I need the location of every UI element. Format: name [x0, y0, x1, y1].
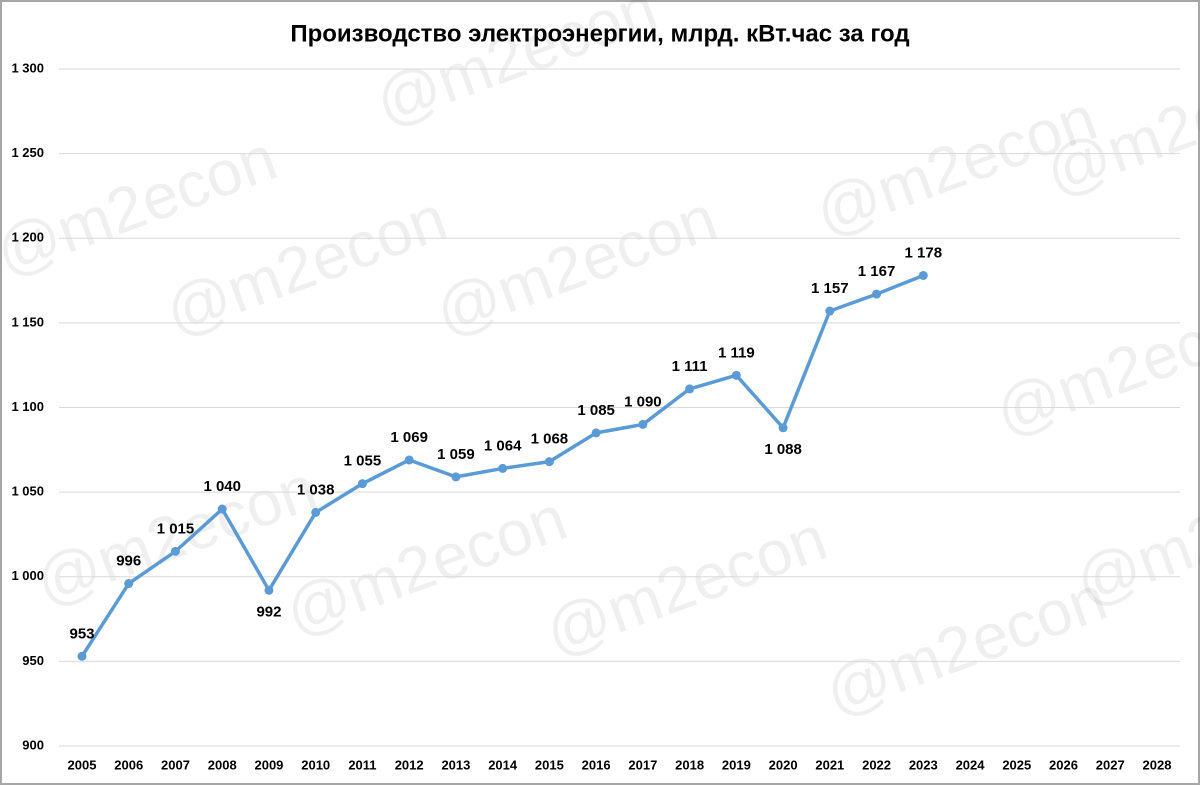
data-label: 1 119 [718, 344, 755, 361]
x-tick-label: 2021 [815, 757, 844, 772]
data-label: 1 178 [905, 244, 943, 261]
data-point [544, 457, 554, 467]
data-point [124, 579, 134, 589]
x-tick-label: 2016 [582, 757, 611, 772]
x-tick-label: 2008 [208, 757, 237, 772]
x-tick-label: 2010 [301, 757, 330, 772]
x-tick-label: 2014 [488, 757, 518, 772]
data-point [404, 455, 414, 465]
x-tick-label: 2013 [441, 757, 470, 772]
data-point [638, 419, 648, 429]
y-tick-label: 1 150 [11, 314, 44, 329]
data-point [685, 384, 695, 394]
data-label: 996 [116, 552, 141, 569]
y-tick-label: 900 [22, 737, 44, 752]
data-label: 1 015 [157, 520, 195, 537]
data-point [217, 504, 227, 514]
x-tick-label: 2025 [1002, 757, 1031, 772]
x-tick-label: 2011 [348, 757, 376, 772]
x-tick-label: 2012 [395, 757, 424, 772]
data-label: 1 167 [858, 263, 896, 280]
data-point [311, 507, 321, 517]
data-label: 1 040 [203, 478, 241, 495]
data-point [825, 306, 835, 316]
data-point [731, 370, 741, 380]
x-tick-label: 2023 [909, 757, 938, 772]
data-label: 992 [256, 603, 281, 620]
data-point [778, 423, 788, 433]
data-point [357, 479, 367, 489]
x-tick-label: 2028 [1143, 757, 1172, 772]
data-label: 1 055 [344, 453, 382, 470]
x-tick-label: 2015 [535, 757, 564, 772]
y-tick-label: 1 250 [11, 145, 44, 160]
data-label: 1 059 [437, 446, 475, 463]
x-tick-label: 2018 [675, 757, 704, 772]
data-point [451, 472, 461, 482]
data-point [77, 651, 87, 661]
chart-title: Производство электроэнергии, млрд. кВт.ч… [290, 20, 909, 47]
x-tick-label: 2017 [628, 757, 657, 772]
data-point [264, 585, 274, 595]
data-label: 1 064 [484, 437, 522, 454]
x-tick-label: 2024 [956, 757, 986, 772]
x-tick-label: 2026 [1049, 757, 1078, 772]
x-tick-label: 2007 [161, 757, 190, 772]
data-point [170, 546, 180, 556]
data-point [498, 463, 508, 473]
x-tick-label: 2005 [68, 757, 97, 772]
x-tick-label: 2020 [769, 757, 798, 772]
x-tick-label: 2019 [722, 757, 751, 772]
data-label: 1 157 [811, 280, 849, 297]
data-point [872, 289, 882, 299]
data-point [591, 428, 601, 438]
data-label: 1 068 [531, 431, 569, 448]
x-tick-label: 2027 [1096, 757, 1125, 772]
data-label: 1 085 [577, 402, 615, 419]
data-label: 1 038 [297, 481, 335, 498]
x-tick-label: 2006 [114, 757, 143, 772]
y-tick-label: 1 200 [11, 230, 44, 245]
x-tick-label: 2022 [862, 757, 891, 772]
data-label: 1 069 [390, 429, 428, 446]
data-label: 953 [69, 625, 94, 642]
x-tick-label: 2009 [254, 757, 283, 772]
y-tick-label: 1 050 [11, 484, 44, 499]
data-label: 1 090 [624, 393, 662, 410]
y-tick-label: 950 [22, 653, 44, 668]
data-label: 1 111 [672, 358, 708, 375]
data-point [918, 270, 928, 280]
y-tick-label: 1 000 [11, 568, 44, 583]
y-tick-label: 1 300 [11, 60, 44, 75]
y-tick-label: 1 100 [11, 399, 44, 414]
data-label: 1 088 [764, 441, 802, 458]
